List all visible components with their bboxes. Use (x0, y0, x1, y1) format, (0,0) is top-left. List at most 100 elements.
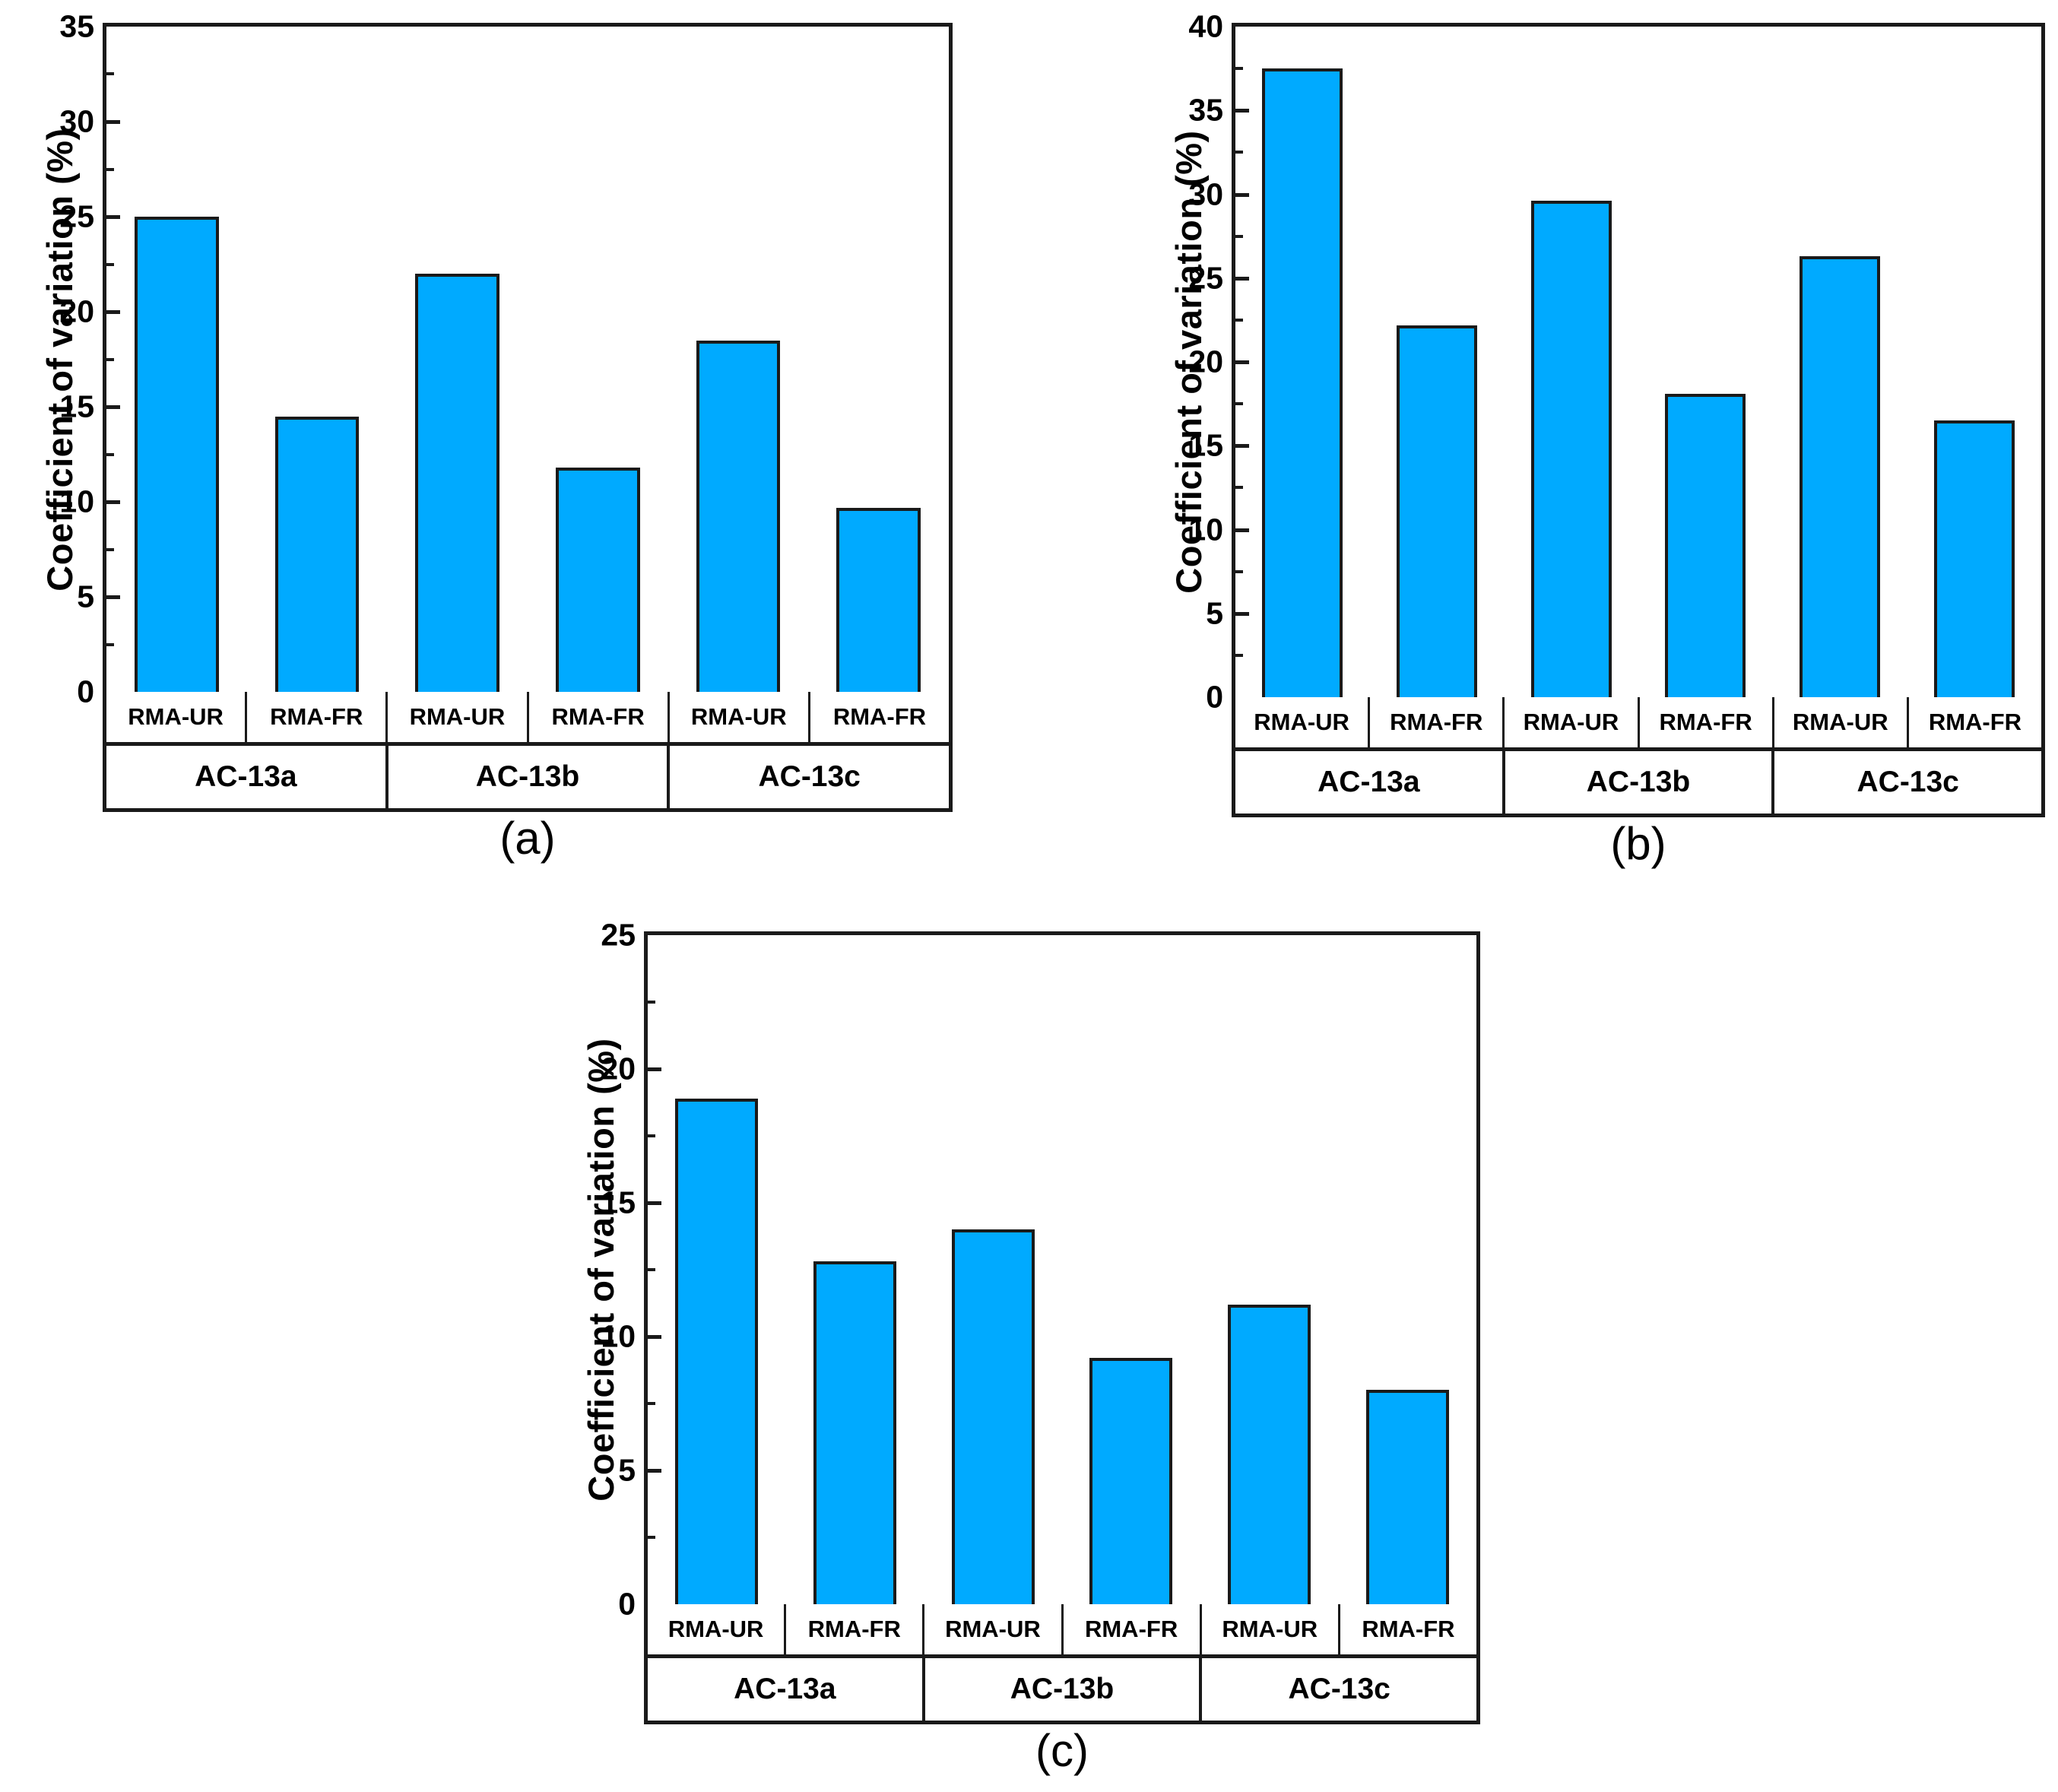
major-tick-mark (106, 404, 120, 409)
minor-tick-mark (1235, 234, 1243, 238)
subcategory-cell: RMA-FR (1928, 709, 2022, 735)
y-tick-label: 5 (77, 579, 94, 614)
subcategory-cell: RMA-FR (1370, 697, 1505, 747)
y-tick-label: 0 (77, 674, 94, 709)
subcategory-row: RMA-UR RMA-FR RMA-UR RMA-FR RMA-UR RMA-FR (1235, 697, 2041, 751)
bar-AC-13c-RMA-FR (1933, 420, 2015, 697)
major-tick-mark (106, 119, 120, 124)
minor-tick-mark (106, 167, 114, 171)
subcategory-cell: RMA-UR (1505, 697, 1640, 747)
y-tick-label: 35 (59, 8, 94, 44)
bar-AC-13a-RMA-UR (1262, 68, 1343, 697)
y-tick-label: 20 (601, 1051, 636, 1086)
bar-AC-13c-RMA-FR (836, 507, 921, 692)
y-tick-label: 0 (1206, 679, 1223, 715)
subcategory-cell: RMA-FR (1640, 697, 1774, 747)
group-row: AC-13a AC-13b AC-13c (1235, 751, 2041, 814)
minor-tick-mark (1235, 653, 1243, 657)
group-cell: AC-13c (1857, 766, 1959, 798)
y-tick-label: 25 (601, 917, 636, 953)
y-tick-label: 20 (59, 293, 94, 329)
y-tick-label: 5 (618, 1452, 636, 1488)
y-tick-label: 15 (601, 1185, 636, 1220)
panel-c-plot: Coefficient of variation (%) (c) 0 5 10 15 2… (581, 919, 1480, 1776)
subcategory-cell: RMA-FR (1064, 1604, 1202, 1654)
group-cell: AC-13c (1288, 1673, 1390, 1705)
panel-a-y-axis-label: Coefficient of variation (%) (39, 127, 80, 592)
subcategory-cell: RMA-UR (1235, 697, 1371, 747)
major-tick-mark (1235, 360, 1249, 364)
x-axis-category-table: RMA-UR RMA-FR RMA-UR RMA-FR RMA-UR RMA-FR AC-1… (1232, 697, 2045, 817)
subcategory-cell: RMA-UR (670, 692, 810, 742)
y-tick-label: 25 (1188, 260, 1223, 296)
panel-b-caption: (b) (1610, 818, 1666, 869)
panel-c-y-axis-label: Coefficient of variation (%) (580, 1038, 621, 1502)
minor-tick-mark (648, 1268, 655, 1271)
minor-tick-mark (1235, 151, 1243, 154)
y-tick-label: 30 (59, 103, 94, 139)
major-tick-mark (106, 500, 120, 504)
major-tick-mark (1235, 444, 1249, 449)
bar-AC-13c-RMA-FR (1365, 1390, 1449, 1604)
group-row: AC-13a AC-13b AC-13c (106, 746, 949, 808)
y-tick-label: 30 (1188, 176, 1223, 211)
y-tick-label: 25 (59, 198, 94, 234)
bar-AC-13b-RMA-FR (555, 468, 640, 692)
y-tick-label: 0 (618, 1586, 636, 1622)
group-cell: AC-13b (925, 1658, 1203, 1721)
minor-tick-mark (648, 1134, 655, 1137)
major-tick-mark (1235, 109, 1249, 113)
major-tick-mark (106, 595, 120, 599)
minor-tick-mark (648, 1001, 655, 1004)
panel-a-caption: (a) (499, 813, 556, 864)
minor-tick-mark (106, 452, 114, 456)
minor-tick-mark (1235, 486, 1243, 490)
bar-AC-13a-RMA-FR (274, 416, 360, 692)
group-row: AC-13a AC-13b AC-13c (648, 1658, 1476, 1721)
y-tick-label: 15 (59, 389, 94, 424)
bar-AC-13b-RMA-UR (415, 274, 500, 692)
group-cell: AC-13c (758, 760, 861, 793)
major-tick-mark (106, 310, 120, 314)
major-tick-mark (1235, 276, 1249, 281)
subcategory-row: RMA-UR RMA-FR RMA-UR RMA-FR RMA-UR RMA-FR (648, 1604, 1476, 1658)
subcategory-cell: RMA-UR (106, 692, 248, 742)
x-axis-category-table: RMA-UR RMA-FR RMA-UR RMA-FR RMA-UR RMA-FR AC-1… (644, 1604, 1480, 1724)
subcategory-cell: RMA-UR (1774, 697, 1909, 747)
panel-c-caption: (c) (1035, 1725, 1089, 1776)
major-tick-mark (648, 1469, 661, 1473)
bar-AC-13a-RMA-FR (1397, 325, 1477, 697)
minor-tick-mark (1235, 402, 1243, 406)
subcategory-cell: RMA-FR (529, 692, 670, 742)
minor-tick-mark (1235, 67, 1243, 71)
major-tick-mark (648, 1201, 661, 1205)
y-tick-label: 5 (1206, 595, 1223, 631)
y-tick-label: 10 (1188, 512, 1223, 547)
bar-AC-13a-RMA-UR (675, 1098, 759, 1604)
minor-tick-mark (106, 262, 114, 266)
bar-AC-13c-RMA-UR (1800, 256, 1880, 697)
y-tick-label: 35 (1188, 92, 1223, 128)
subcategory-cell: RMA-UR (388, 692, 529, 742)
bar-AC-13a-RMA-UR (134, 217, 219, 692)
group-cell: AC-13b (1505, 751, 1775, 814)
panel-a-plot: Coefficient of variation (%) (a) 0 5 10 15 2… (40, 11, 953, 864)
subcategory-cell: RMA-UR (648, 1604, 787, 1654)
minor-tick-mark (106, 642, 114, 646)
panel-b-plot: Coefficient of variation (%) (b) 0 5 10 15 2… (1169, 11, 2045, 869)
minor-tick-mark (106, 357, 114, 361)
group-cell: AC-13b (388, 746, 671, 808)
major-tick-mark (1235, 528, 1249, 532)
major-tick-mark (1235, 192, 1249, 197)
y-tick-label: 20 (1188, 344, 1223, 379)
major-tick-mark (1235, 611, 1249, 616)
bar-AC-13b-RMA-UR (951, 1229, 1035, 1604)
bar-AC-13a-RMA-FR (813, 1261, 896, 1604)
subcategory-cell: RMA-UR (1202, 1604, 1340, 1654)
y-tick-label: 40 (1188, 8, 1223, 44)
group-cell: AC-13a (106, 746, 388, 808)
y-tick-label: 15 (1188, 427, 1223, 463)
bar-AC-13b-RMA-UR (1530, 201, 1612, 697)
minor-tick-mark (648, 1536, 655, 1539)
